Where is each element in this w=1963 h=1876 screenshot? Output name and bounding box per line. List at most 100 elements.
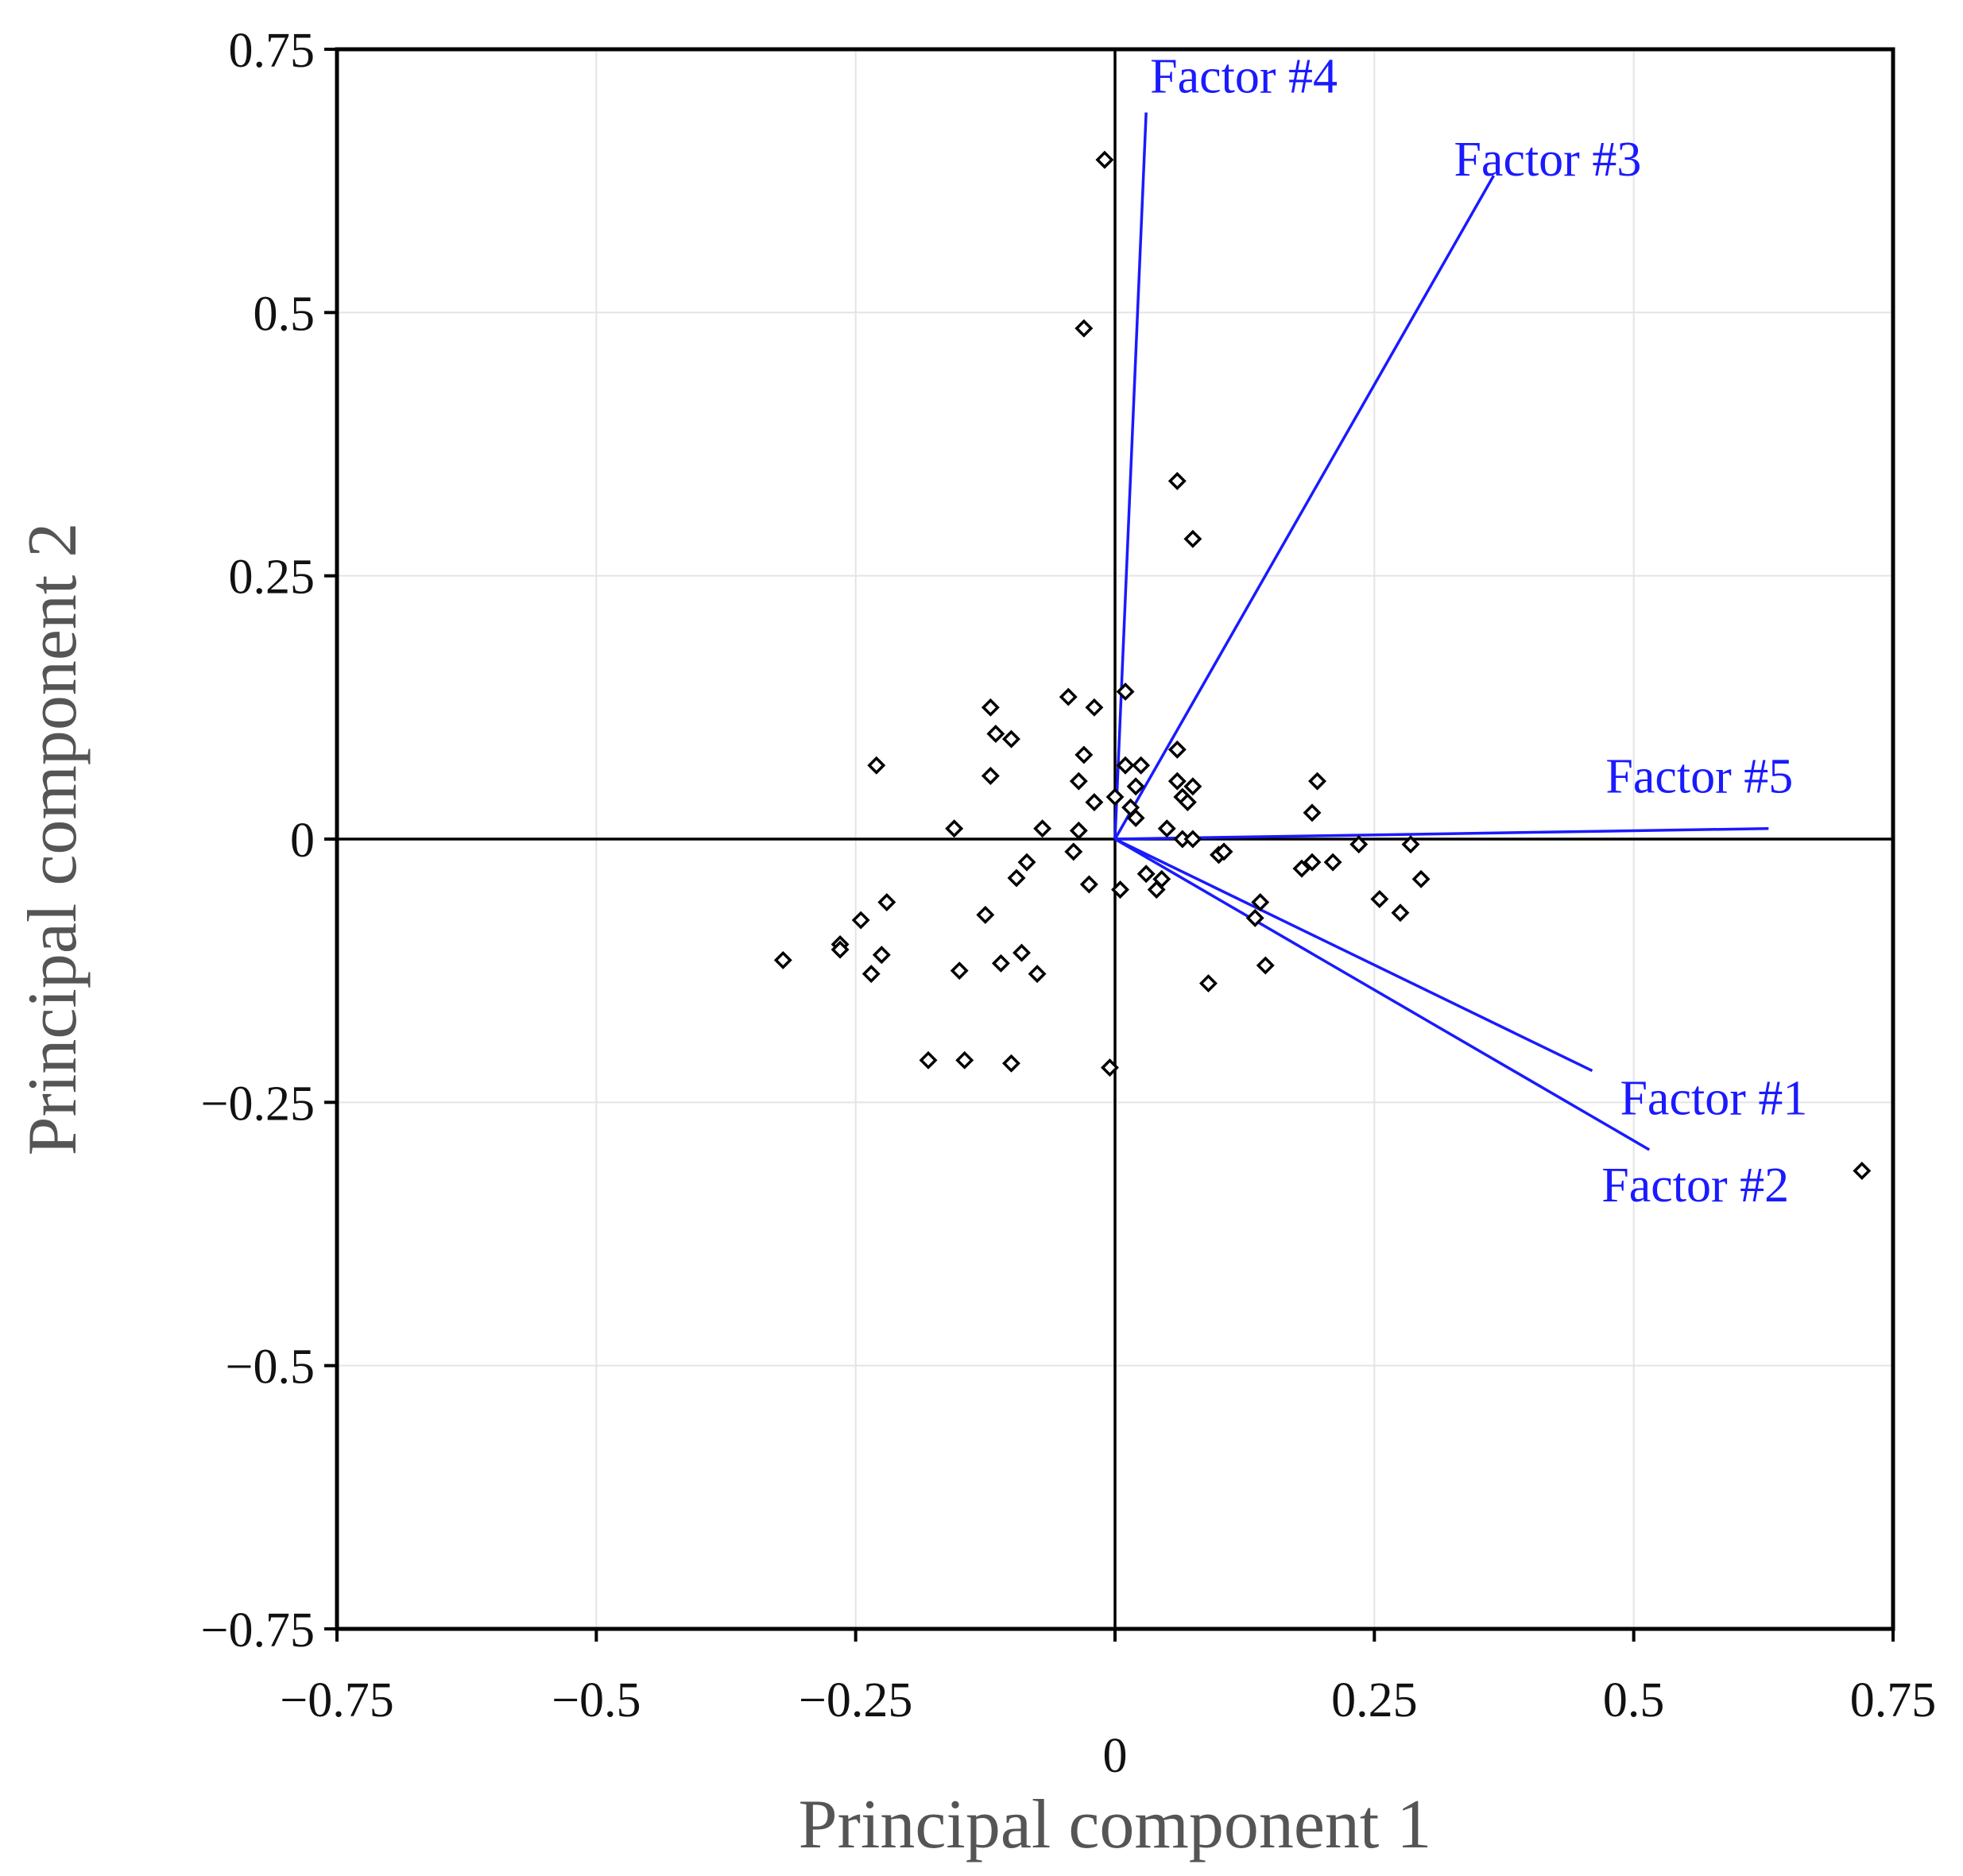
factor-label: Factor #2 <box>1601 1158 1789 1213</box>
data-point <box>1126 809 1145 827</box>
data-point <box>1251 893 1270 911</box>
data-point <box>1303 853 1322 872</box>
x-tick-label: −0.25 <box>799 1673 912 1727</box>
x-tick-label: 0.25 <box>1331 1673 1418 1727</box>
x-tick-label: 0 <box>1103 1729 1128 1783</box>
x-tick-labels: −0.75 −0.5 −0.25 0 0.25 0.5 0.75 <box>280 1673 1936 1783</box>
y-axis-title: Principal component 2 <box>14 523 91 1156</box>
data-point <box>773 950 792 969</box>
x-tick-label: −0.75 <box>280 1673 393 1727</box>
y-tick-label: 0 <box>290 814 315 868</box>
data-point <box>1126 777 1145 796</box>
data-point <box>1059 687 1078 706</box>
factor-labels: Factor #1 Factor #2 Factor #3 Factor #4 Fact… <box>1150 50 1807 1213</box>
data-point <box>1183 529 1202 548</box>
data-point <box>1183 777 1202 796</box>
data-point <box>1033 819 1052 838</box>
factor-label: Factor #5 <box>1605 750 1793 804</box>
data-point <box>1069 821 1088 840</box>
data-point <box>1853 1162 1872 1180</box>
y-tick-label: 0.75 <box>229 24 316 78</box>
factor-label: Factor #3 <box>1454 133 1641 187</box>
data-point <box>1085 698 1104 717</box>
loading-vector <box>1114 837 1593 1073</box>
data-point <box>1074 319 1094 338</box>
x-tick-label: −0.5 <box>552 1673 641 1727</box>
y-tick-label: 0.5 <box>254 287 316 341</box>
data-point <box>1303 803 1322 822</box>
data-point <box>867 756 886 775</box>
data-point <box>950 961 969 981</box>
data-point <box>1167 772 1187 791</box>
data-point <box>1095 150 1114 169</box>
data-point <box>1111 880 1130 899</box>
data-point <box>1391 903 1410 923</box>
data-point <box>1256 956 1275 975</box>
data-point <box>1199 974 1218 993</box>
data-point <box>981 767 1000 785</box>
data-point <box>1079 875 1098 894</box>
data-point <box>1167 740 1187 759</box>
x-tick-label: 0.75 <box>1850 1673 1937 1727</box>
data-point <box>1012 943 1031 962</box>
data-point <box>919 1050 938 1070</box>
y-tick-label: −0.5 <box>226 1340 315 1394</box>
data-point <box>1132 756 1151 775</box>
data-point <box>872 946 891 965</box>
data-point <box>877 893 896 911</box>
data-point <box>1074 745 1094 764</box>
data-point <box>851 911 870 930</box>
y-tick-label: −0.75 <box>201 1603 315 1657</box>
data-point <box>1028 965 1047 984</box>
data-point <box>1069 772 1088 791</box>
data-point <box>1147 880 1166 899</box>
data-point <box>955 1050 974 1070</box>
data-point <box>1411 869 1431 888</box>
y-tick-labels: −0.75 −0.5 −0.25 0 0.25 0.5 0.75 <box>201 24 315 1657</box>
y-tick-label: −0.25 <box>201 1077 315 1131</box>
data-point <box>1308 772 1327 791</box>
data-point <box>1349 835 1369 854</box>
data-point <box>1085 793 1104 812</box>
data-point <box>1167 471 1187 490</box>
data-point <box>991 953 1010 973</box>
data-point <box>1007 868 1026 888</box>
data-point <box>1401 835 1420 854</box>
data-point <box>1136 865 1156 884</box>
data-point <box>830 940 850 959</box>
loading-vector <box>1113 175 1495 840</box>
data-point <box>1116 756 1135 775</box>
x-tick-label: 0.5 <box>1603 1673 1665 1727</box>
loading-vector <box>1113 112 1148 840</box>
data-point <box>981 698 1000 717</box>
data-point <box>1245 908 1264 927</box>
data-point <box>1292 859 1311 878</box>
data-point <box>1064 842 1083 861</box>
factor-label: Factor #4 <box>1150 50 1338 104</box>
data-point <box>1178 793 1197 812</box>
data-point <box>1017 853 1036 872</box>
loading-vector <box>1114 837 1651 1151</box>
data-point <box>1157 819 1176 838</box>
data-point <box>986 724 1005 743</box>
data-point <box>1214 842 1233 861</box>
data-point <box>861 965 881 984</box>
factor-label: Factor #1 <box>1620 1072 1807 1126</box>
data-point <box>976 905 995 924</box>
data-point <box>1183 830 1202 849</box>
data-point <box>1001 1054 1020 1073</box>
x-axis-title: Principal component 1 <box>799 1786 1432 1863</box>
data-point <box>1001 729 1020 748</box>
data-point <box>1323 853 1342 872</box>
scatter-points <box>773 150 1872 1180</box>
data-point <box>1116 682 1135 701</box>
loading-vector <box>1114 826 1769 841</box>
data-point <box>1100 1058 1119 1077</box>
loading-vectors <box>1113 112 1769 1151</box>
data-point <box>945 819 964 838</box>
tick-marks <box>324 48 1895 1642</box>
data-point <box>1370 890 1389 909</box>
data-point <box>1105 787 1125 806</box>
y-tick-label: 0.25 <box>229 551 316 605</box>
